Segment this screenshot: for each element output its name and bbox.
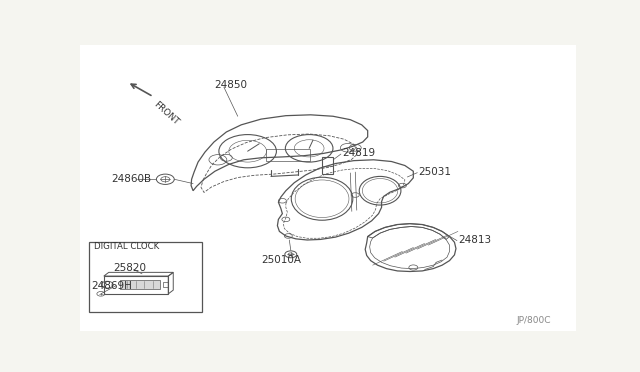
Text: 24819: 24819 bbox=[342, 148, 375, 158]
Text: JP/800C: JP/800C bbox=[516, 316, 551, 325]
Text: 24860B: 24860B bbox=[111, 174, 151, 184]
Polygon shape bbox=[80, 45, 576, 331]
FancyBboxPatch shape bbox=[120, 280, 161, 289]
Text: 24850: 24850 bbox=[214, 80, 247, 90]
Text: DIGITAL CLOCK: DIGITAL CLOCK bbox=[94, 242, 159, 251]
Text: 24869H: 24869H bbox=[91, 281, 132, 291]
Text: 25010A: 25010A bbox=[261, 255, 301, 265]
Text: 25820: 25820 bbox=[113, 263, 146, 273]
Text: 24813: 24813 bbox=[458, 235, 491, 245]
Text: 25031: 25031 bbox=[419, 167, 451, 177]
Text: FRONT: FRONT bbox=[152, 100, 180, 127]
